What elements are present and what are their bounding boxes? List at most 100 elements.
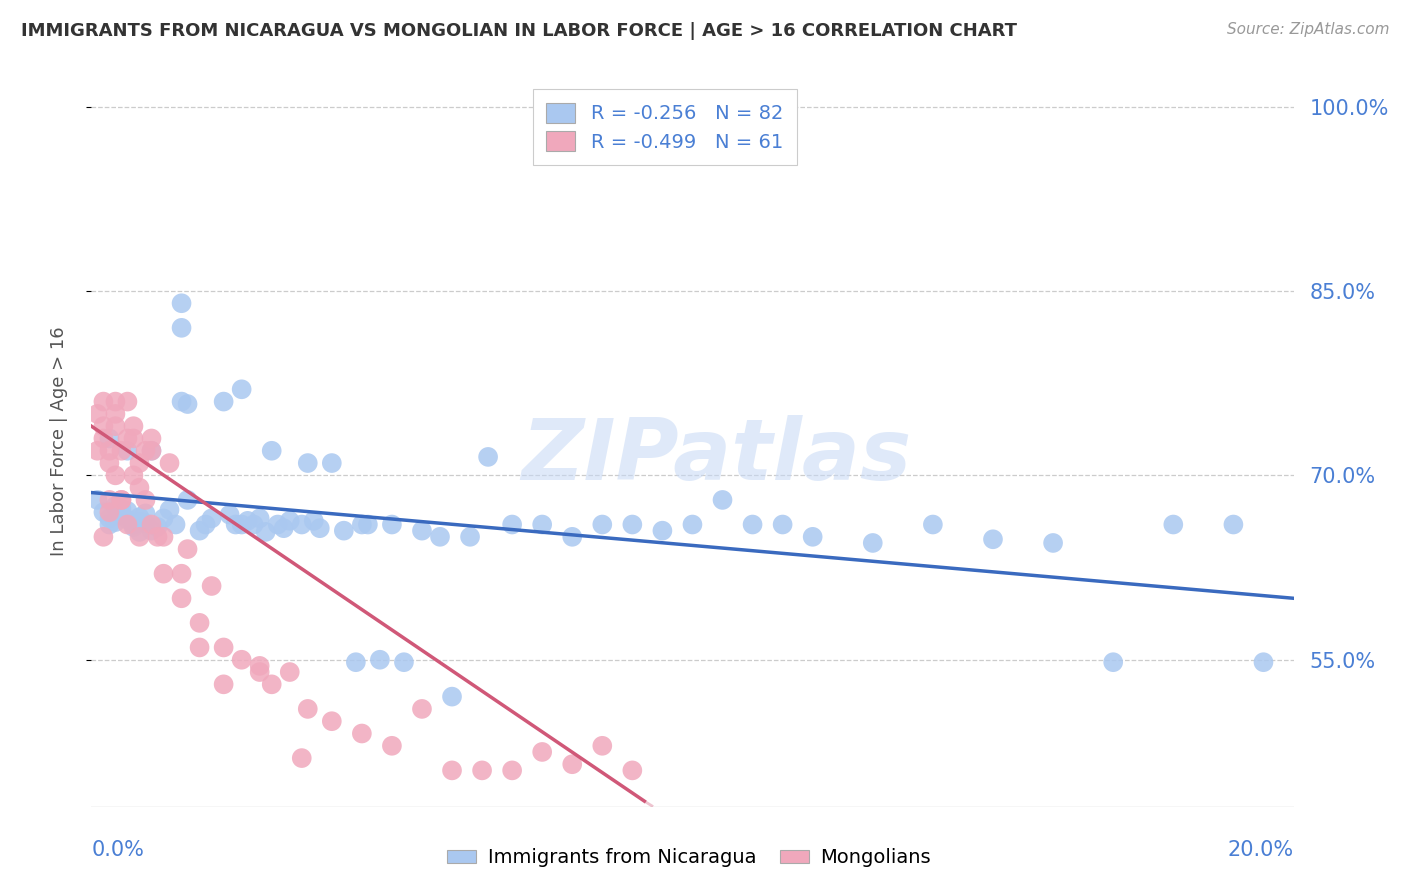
Point xyxy=(249,659,271,673)
Point xyxy=(110,492,132,507)
Point xyxy=(350,726,373,740)
Point xyxy=(350,517,373,532)
Point xyxy=(1042,536,1064,550)
Point xyxy=(93,505,115,519)
Point xyxy=(212,677,235,691)
Point xyxy=(110,501,132,516)
Point xyxy=(152,566,174,581)
Point xyxy=(188,524,211,538)
Point xyxy=(231,382,253,396)
Point xyxy=(561,757,583,772)
Point xyxy=(218,508,240,522)
Point xyxy=(117,513,139,527)
Point xyxy=(741,517,763,532)
Point xyxy=(591,739,613,753)
Point xyxy=(170,566,193,581)
Point xyxy=(188,640,211,655)
Point xyxy=(176,492,198,507)
Point xyxy=(531,745,554,759)
Point xyxy=(501,517,523,532)
Point xyxy=(117,504,139,518)
Point xyxy=(86,492,108,507)
Point xyxy=(122,432,145,446)
Point xyxy=(225,517,247,532)
Point xyxy=(104,468,127,483)
Point xyxy=(411,524,433,538)
Point xyxy=(86,443,108,458)
Point xyxy=(110,492,132,507)
Point xyxy=(471,764,494,778)
Point xyxy=(110,443,132,458)
Legend: R = -0.256   N = 82, R = -0.499   N = 61: R = -0.256 N = 82, R = -0.499 N = 61 xyxy=(533,89,797,165)
Point xyxy=(458,530,481,544)
Point xyxy=(212,640,235,655)
Point xyxy=(278,665,301,679)
Point xyxy=(98,492,121,507)
Point xyxy=(212,394,235,409)
Point xyxy=(104,515,127,529)
Point xyxy=(104,394,127,409)
Point xyxy=(128,481,150,495)
Point xyxy=(321,456,343,470)
Point xyxy=(141,524,163,538)
Point xyxy=(621,517,644,532)
Point xyxy=(249,665,271,679)
Point xyxy=(242,517,264,532)
Point xyxy=(152,530,174,544)
Point xyxy=(104,419,127,434)
Point xyxy=(411,702,433,716)
Point xyxy=(86,407,108,421)
Point xyxy=(267,517,290,532)
Point xyxy=(231,517,253,532)
Point xyxy=(170,296,193,310)
Point xyxy=(531,517,554,532)
Point xyxy=(170,591,193,606)
Point xyxy=(141,432,163,446)
Point xyxy=(98,505,121,519)
Point xyxy=(291,751,314,765)
Point xyxy=(98,511,121,525)
Point xyxy=(651,524,673,538)
Point xyxy=(146,520,169,534)
Text: 0.0%: 0.0% xyxy=(91,840,145,860)
Point xyxy=(93,394,115,409)
Point xyxy=(128,515,150,529)
Point xyxy=(159,502,181,516)
Point xyxy=(128,456,150,470)
Point xyxy=(170,394,193,409)
Point xyxy=(128,510,150,524)
Point xyxy=(117,394,139,409)
Point xyxy=(134,443,156,458)
Point xyxy=(134,516,156,531)
Point xyxy=(93,432,115,446)
Point xyxy=(1253,655,1275,669)
Point xyxy=(561,530,583,544)
Point xyxy=(1161,517,1184,532)
Point xyxy=(176,397,198,411)
Point xyxy=(357,517,380,532)
Point xyxy=(231,653,253,667)
Point xyxy=(249,511,271,525)
Point xyxy=(1102,655,1125,669)
Point xyxy=(141,443,163,458)
Point xyxy=(591,517,613,532)
Point xyxy=(801,530,824,544)
Point xyxy=(429,530,451,544)
Point xyxy=(297,456,319,470)
Point xyxy=(1222,517,1244,532)
Point xyxy=(104,407,127,421)
Point xyxy=(711,492,734,507)
Point xyxy=(260,443,283,458)
Point xyxy=(98,443,121,458)
Point xyxy=(188,615,211,630)
Point xyxy=(170,321,193,335)
Point xyxy=(291,517,314,532)
Text: 20.0%: 20.0% xyxy=(1227,840,1294,860)
Legend: Immigrants from Nicaragua, Mongolians: Immigrants from Nicaragua, Mongolians xyxy=(439,840,939,875)
Y-axis label: In Labor Force | Age > 16: In Labor Force | Age > 16 xyxy=(49,326,67,557)
Point xyxy=(381,517,404,532)
Text: ZIPatlas: ZIPatlas xyxy=(522,415,911,498)
Point xyxy=(260,677,283,691)
Point xyxy=(308,521,330,535)
Point xyxy=(981,533,1004,547)
